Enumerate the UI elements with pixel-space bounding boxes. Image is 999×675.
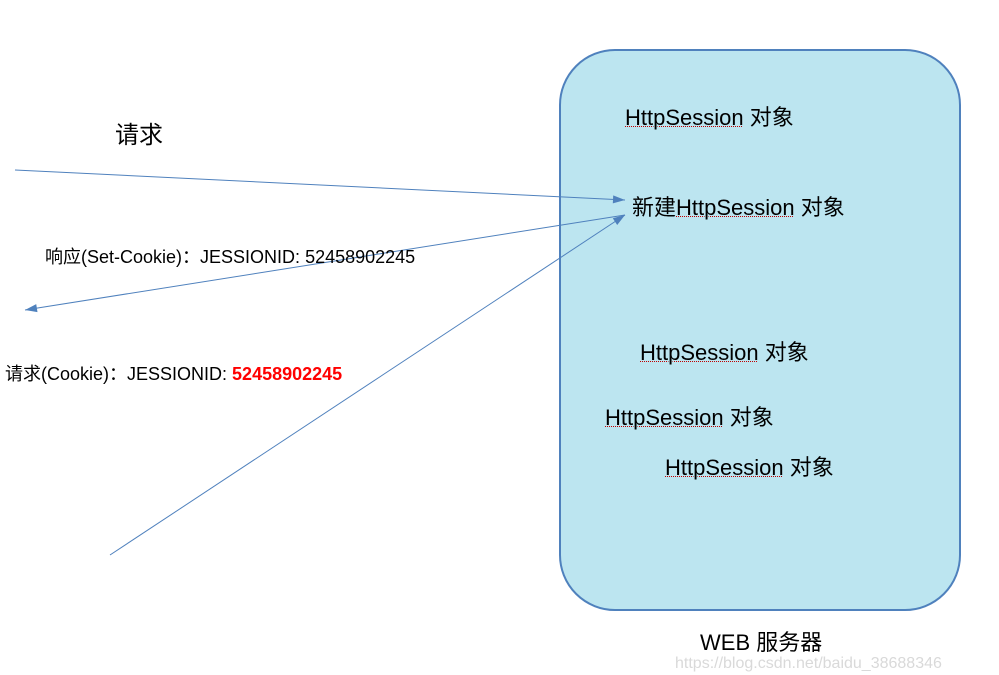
- label-sess_3: HttpSession 对象: [640, 335, 809, 367]
- label-sess_5: HttpSession 对象: [665, 450, 834, 482]
- diagram-svg: [0, 0, 999, 675]
- label-req_cookie: 请求(Cookie)：JESSIONID: 52458902245: [5, 360, 342, 386]
- watermark: https://blog.csdn.net/baidu_38688346: [675, 655, 942, 673]
- label-resp_line: 响应(Set-Cookie)：JESSIONID: 52458902245: [45, 243, 415, 269]
- label-sess_top: HttpSession 对象: [625, 100, 794, 132]
- label-sess_4: HttpSession 对象: [605, 400, 774, 432]
- label-sess_new: 新建HttpSession 对象: [632, 190, 845, 222]
- label-req_title: 请求: [115, 115, 163, 150]
- label-server_cap: WEB 服务器: [700, 625, 822, 657]
- arrow-0: [15, 170, 625, 200]
